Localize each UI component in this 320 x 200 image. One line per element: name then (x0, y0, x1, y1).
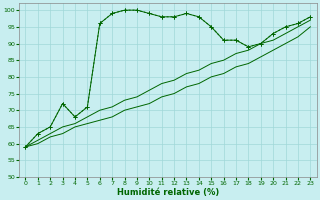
X-axis label: Humidité relative (%): Humidité relative (%) (117, 188, 219, 197)
